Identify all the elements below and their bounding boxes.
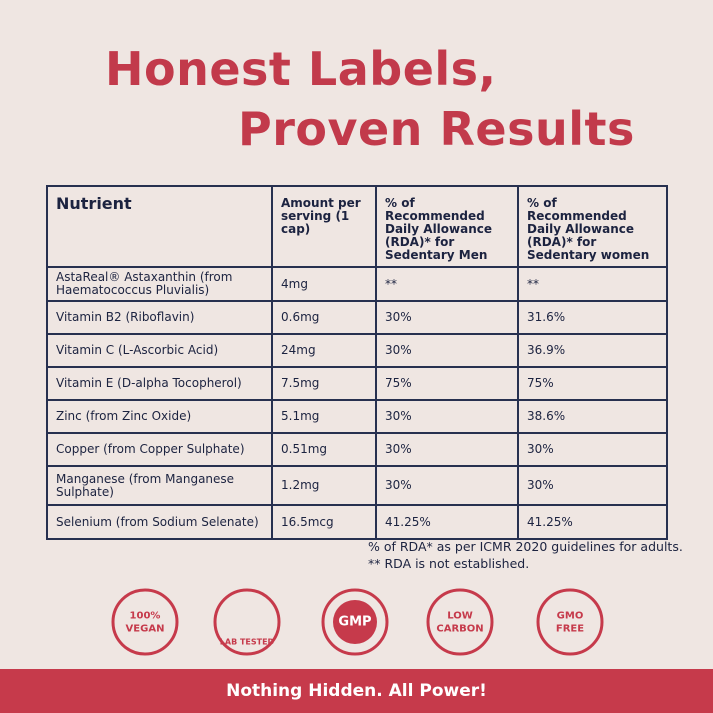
table-cell: 41.25%	[375, 504, 519, 540]
badge-text: LAB TESTED	[220, 638, 275, 647]
table-row: Manganese (from Manganese Sulphate) 1.2mg…	[46, 465, 668, 506]
table-cell: 4mg	[271, 266, 377, 302]
table-row: Vitamin B2 (Riboflavin) 0.6mg 30% 31.6%	[46, 300, 668, 335]
column-header: Nutrient	[46, 185, 273, 268]
table-cell: 36.9%	[517, 333, 668, 368]
table-cell: 38.6%	[517, 399, 668, 434]
badge-text: FREE	[556, 624, 584, 635]
table-row: Vitamin E (D-alpha Tocopherol) 7.5mg 75% 75…	[46, 366, 668, 401]
table-cell: 30%	[517, 465, 668, 506]
badge-text: LOW	[447, 611, 473, 622]
table-cell: 30%	[375, 432, 519, 467]
table-row: Copper (from Copper Sulphate) 0.51mg 30% 30…	[46, 432, 668, 467]
badge-ring	[426, 588, 494, 656]
nutrient-table: Nutrient Amount per serving (1 cap)% of R…	[46, 185, 668, 540]
badge-text: CARBON	[436, 624, 483, 635]
title-line: Proven Results	[238, 102, 635, 156]
column-header: % of Recommended Daily Allowance (RDA)* …	[375, 185, 519, 268]
table-cell: 30%	[375, 300, 519, 335]
table-cell: Zinc (from Zinc Oxide)	[46, 399, 273, 434]
table-cell: 24mg	[271, 333, 377, 368]
column-header: % of Recommended Daily Allowance (RDA)* …	[517, 185, 668, 268]
badge-ring	[321, 588, 389, 656]
badge-text: 100%	[130, 611, 161, 622]
table-cell: Vitamin E (D-alpha Tocopherol)	[46, 366, 273, 401]
badge-ring	[536, 588, 604, 656]
table-row: Zinc (from Zinc Oxide) 5.1mg 30% 38.6%	[46, 399, 668, 434]
footnote: % of RDA* as per ICMR 2020 guidelines fo…	[368, 539, 683, 554]
table-cell: 30%	[375, 333, 519, 368]
badges: 100% VEGAN LAB TESTED GMP LOW CARBON GMO FREE	[111, 588, 604, 656]
table-cell: 16.5mcg	[271, 504, 377, 540]
table-cell: Copper (from Copper Sulphate)	[46, 432, 273, 467]
table-cell: 30%	[517, 432, 668, 467]
table-cell: Vitamin B2 (Riboflavin)	[46, 300, 273, 335]
table-cell: 0.51mg	[271, 432, 377, 467]
table-cell: 75%	[375, 366, 519, 401]
title-line: Honest Labels,	[105, 42, 497, 96]
table-row: AstaReal® Astaxanthin (from Haematococcu…	[46, 266, 668, 302]
badge-text: GMP	[338, 615, 371, 630]
badge-ring	[213, 588, 281, 656]
table-cell: 30%	[375, 465, 519, 506]
badge-seal	[333, 600, 377, 644]
footer-banner: Nothing Hidden. All Power!	[0, 669, 713, 713]
table-cell: Selenium (from Sodium Selenate)	[46, 504, 273, 540]
footnote: ** RDA is not established.	[368, 556, 530, 571]
table-cell: 5.1mg	[271, 399, 377, 434]
table-cell: 31.6%	[517, 300, 668, 335]
table-cell: 7.5mg	[271, 366, 377, 401]
table-row: Selenium (from Sodium Selenate) 16.5mcg 41…	[46, 504, 668, 540]
table-cell: **	[517, 266, 668, 302]
table-cell: 41.25%	[517, 504, 668, 540]
table-cell: 30%	[375, 399, 519, 434]
badge-text: VEGAN	[126, 624, 165, 635]
table-cell: Vitamin C (L-Ascorbic Acid)	[46, 333, 273, 368]
badge-ring	[111, 588, 179, 656]
table-cell: 1.2mg	[271, 465, 377, 506]
table-cell: **	[375, 266, 519, 302]
table-cell: 75%	[517, 366, 668, 401]
table-cell: Manganese (from Manganese Sulphate)	[46, 465, 273, 506]
table-cell: AstaReal® Astaxanthin (from Haematococcu…	[46, 266, 273, 302]
badge-text: GMO	[557, 611, 584, 622]
column-header: Amount per serving (1 cap)	[271, 185, 377, 268]
table-cell: 0.6mg	[271, 300, 377, 335]
table-row: Vitamin C (L-Ascorbic Acid) 24mg 30% 36.9%	[46, 333, 668, 368]
